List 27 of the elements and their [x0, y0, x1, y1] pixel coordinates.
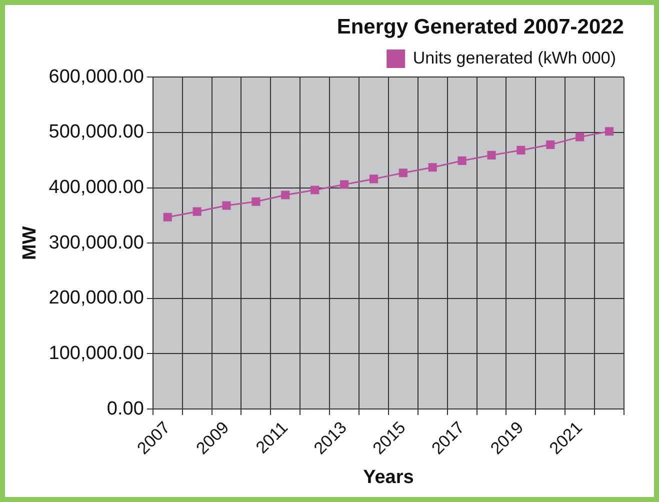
chart-title: Energy Generated 2007-2022 — [336, 15, 624, 38]
point — [516, 146, 526, 154]
legend-label: Units generated (kWh 000) — [412, 48, 616, 68]
point — [546, 140, 555, 149]
point — [576, 132, 584, 142]
y-tick-label: 600,000.00 — [48, 66, 144, 88]
point — [604, 127, 614, 136]
y-tick-label: 0.00 — [106, 398, 144, 420]
y-tick-label: 400,000.00 — [48, 177, 144, 198]
y-tick-label: 100,000.00 — [48, 342, 144, 364]
point — [310, 186, 320, 194]
point — [222, 201, 231, 210]
point — [428, 163, 437, 172]
point — [369, 174, 378, 184]
y-tick-label: 300,000.00 — [48, 232, 144, 254]
point — [398, 168, 408, 178]
y-axis-title: MW — [20, 226, 41, 260]
point — [281, 190, 290, 200]
point — [458, 156, 466, 165]
point — [192, 207, 202, 216]
x-axis-title: Years — [363, 466, 414, 488]
point — [163, 212, 172, 222]
y-tick-label: 500,000.00 — [48, 122, 144, 143]
point — [340, 180, 349, 189]
point — [487, 150, 496, 160]
point — [252, 197, 260, 206]
y-tick-label: 200,000.00 — [48, 288, 144, 309]
